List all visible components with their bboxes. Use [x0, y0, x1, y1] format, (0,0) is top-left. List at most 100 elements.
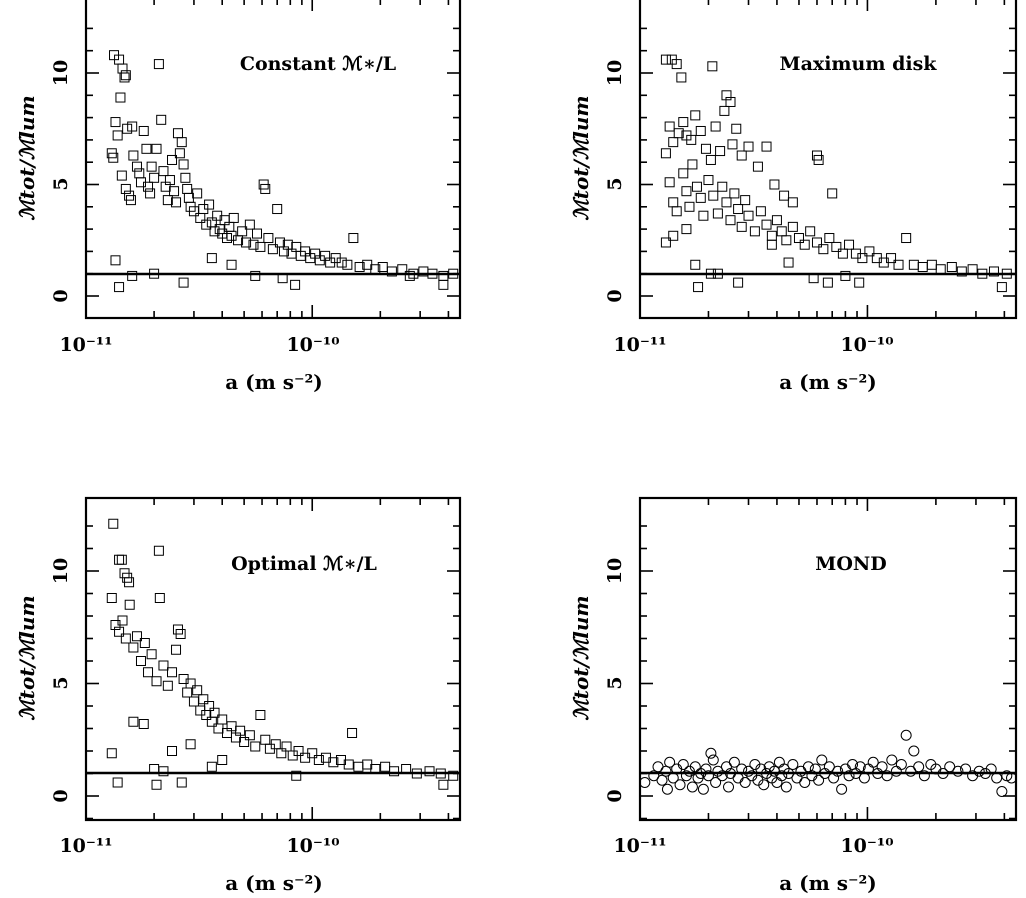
data-point-14 [131, 631, 142, 642]
data-point-83 [946, 262, 957, 273]
data-point-86 [342, 259, 353, 270]
data-point-62 [241, 237, 252, 248]
data-point-83 [206, 761, 217, 772]
data-point-42 [183, 192, 194, 203]
data-point-79 [913, 761, 925, 773]
data-point-78 [300, 246, 311, 257]
data-point-12 [686, 134, 697, 145]
data-point-44 [708, 190, 719, 201]
panel-title: MOND [815, 553, 886, 575]
data-point-3 [119, 72, 130, 83]
data-point-82 [320, 250, 331, 261]
data-point-67 [824, 233, 835, 244]
data-point-34 [169, 186, 180, 197]
data-point-13 [690, 110, 701, 121]
data-point-69 [867, 756, 879, 768]
data-point-75 [128, 716, 139, 727]
data-point-35 [204, 701, 215, 711]
data-point-61 [836, 783, 848, 795]
data-point-78 [908, 745, 920, 757]
y-axis-title: ℳtot/ℳlum [569, 95, 593, 220]
data-point-0 [640, 777, 651, 788]
data-point-48 [260, 734, 271, 745]
data-point-44 [239, 737, 250, 747]
x-tick-label-1e-10: 10⁻¹⁰ [286, 334, 339, 356]
data-point-17 [697, 783, 709, 795]
data-point-71 [272, 204, 283, 215]
data-point-72 [881, 770, 893, 782]
data-point-33 [198, 694, 209, 705]
data-point-61 [237, 226, 248, 237]
data-point-10 [677, 759, 689, 770]
data-point-67 [389, 766, 400, 777]
data-point-35 [671, 206, 682, 217]
data-point-28 [787, 197, 798, 208]
data-point-88 [973, 765, 985, 777]
y-axis-title: ℳtot/ℳlum [569, 595, 593, 720]
data-point-76 [886, 253, 897, 264]
x-axis-title: a (m s⁻²) [779, 370, 877, 394]
data-point-6 [725, 96, 736, 107]
data-point-63 [244, 219, 255, 230]
data-point-6 [153, 545, 164, 556]
data-point-20 [154, 593, 165, 603]
data-point-59 [776, 226, 787, 237]
data-point-77 [893, 259, 904, 270]
data-point-13 [686, 781, 698, 793]
data-point-19 [151, 676, 162, 687]
data-point-59 [228, 212, 239, 223]
data-point-85 [336, 257, 347, 268]
data-point-46 [195, 212, 206, 223]
data-point-110 [438, 279, 449, 290]
data-point-57 [766, 230, 777, 241]
data-point-7 [112, 130, 123, 141]
data-point-88 [354, 262, 365, 273]
data-point-10 [117, 615, 128, 626]
data-point-79 [908, 259, 919, 270]
y-tick-label-10: 10 [604, 60, 626, 86]
data-point-20 [727, 139, 738, 150]
panel-mond: MOND 0 5 10 10⁻¹¹ 10⁻¹⁰ a (m s⁻²) ℳtot/ℳ… [569, 496, 1018, 895]
data-point-23 [167, 667, 178, 678]
data-point-51 [209, 226, 220, 237]
data-point-52 [281, 741, 292, 752]
data-point-90 [668, 230, 679, 241]
data-point-24 [752, 161, 763, 172]
data-point-53 [743, 210, 754, 221]
data-point-69 [837, 248, 848, 259]
data-point-99 [110, 255, 121, 266]
data-point-39 [178, 159, 189, 170]
y-axis-title: ℳtot/ℳlum [15, 95, 39, 220]
y-tick-label-0: 0 [50, 289, 72, 302]
data-point-56 [816, 754, 828, 766]
data-point-66 [818, 244, 829, 255]
data-point-97 [766, 239, 777, 250]
data-point-103 [996, 282, 1007, 293]
data-point-23 [743, 141, 754, 152]
panel-optimal-ml: Optimal ℳ∗/L 0 5 10 10⁻¹¹ 10⁻¹⁰ a (m s⁻²… [15, 496, 462, 895]
x-axis-title: a (m s⁻²) [779, 871, 877, 895]
data-point-16 [705, 154, 716, 165]
plot-frame [84, 0, 462, 320]
data-point-3 [656, 774, 668, 786]
data-point-0 [108, 518, 119, 529]
y-tick-label-5: 5 [50, 676, 72, 689]
data-point-1 [648, 770, 660, 782]
data-point-68 [260, 183, 271, 194]
data-point-47 [721, 197, 732, 208]
data-point-36 [678, 168, 689, 179]
data-point-38 [176, 137, 187, 148]
data-point-39 [217, 714, 228, 725]
data-point-87 [348, 233, 359, 244]
data-point-41 [695, 192, 706, 203]
x-axis-title: a (m s⁻²) [225, 871, 323, 895]
scatter-points [660, 54, 1012, 293]
data-point-15 [125, 195, 136, 206]
data-point-105 [226, 259, 237, 270]
data-point-37 [174, 148, 185, 159]
panel-title: Constant ℳ∗/L [240, 53, 396, 75]
data-point-48 [201, 219, 212, 230]
data-point-46 [250, 741, 261, 752]
data-point-36 [206, 716, 217, 727]
data-point-26 [175, 629, 186, 639]
